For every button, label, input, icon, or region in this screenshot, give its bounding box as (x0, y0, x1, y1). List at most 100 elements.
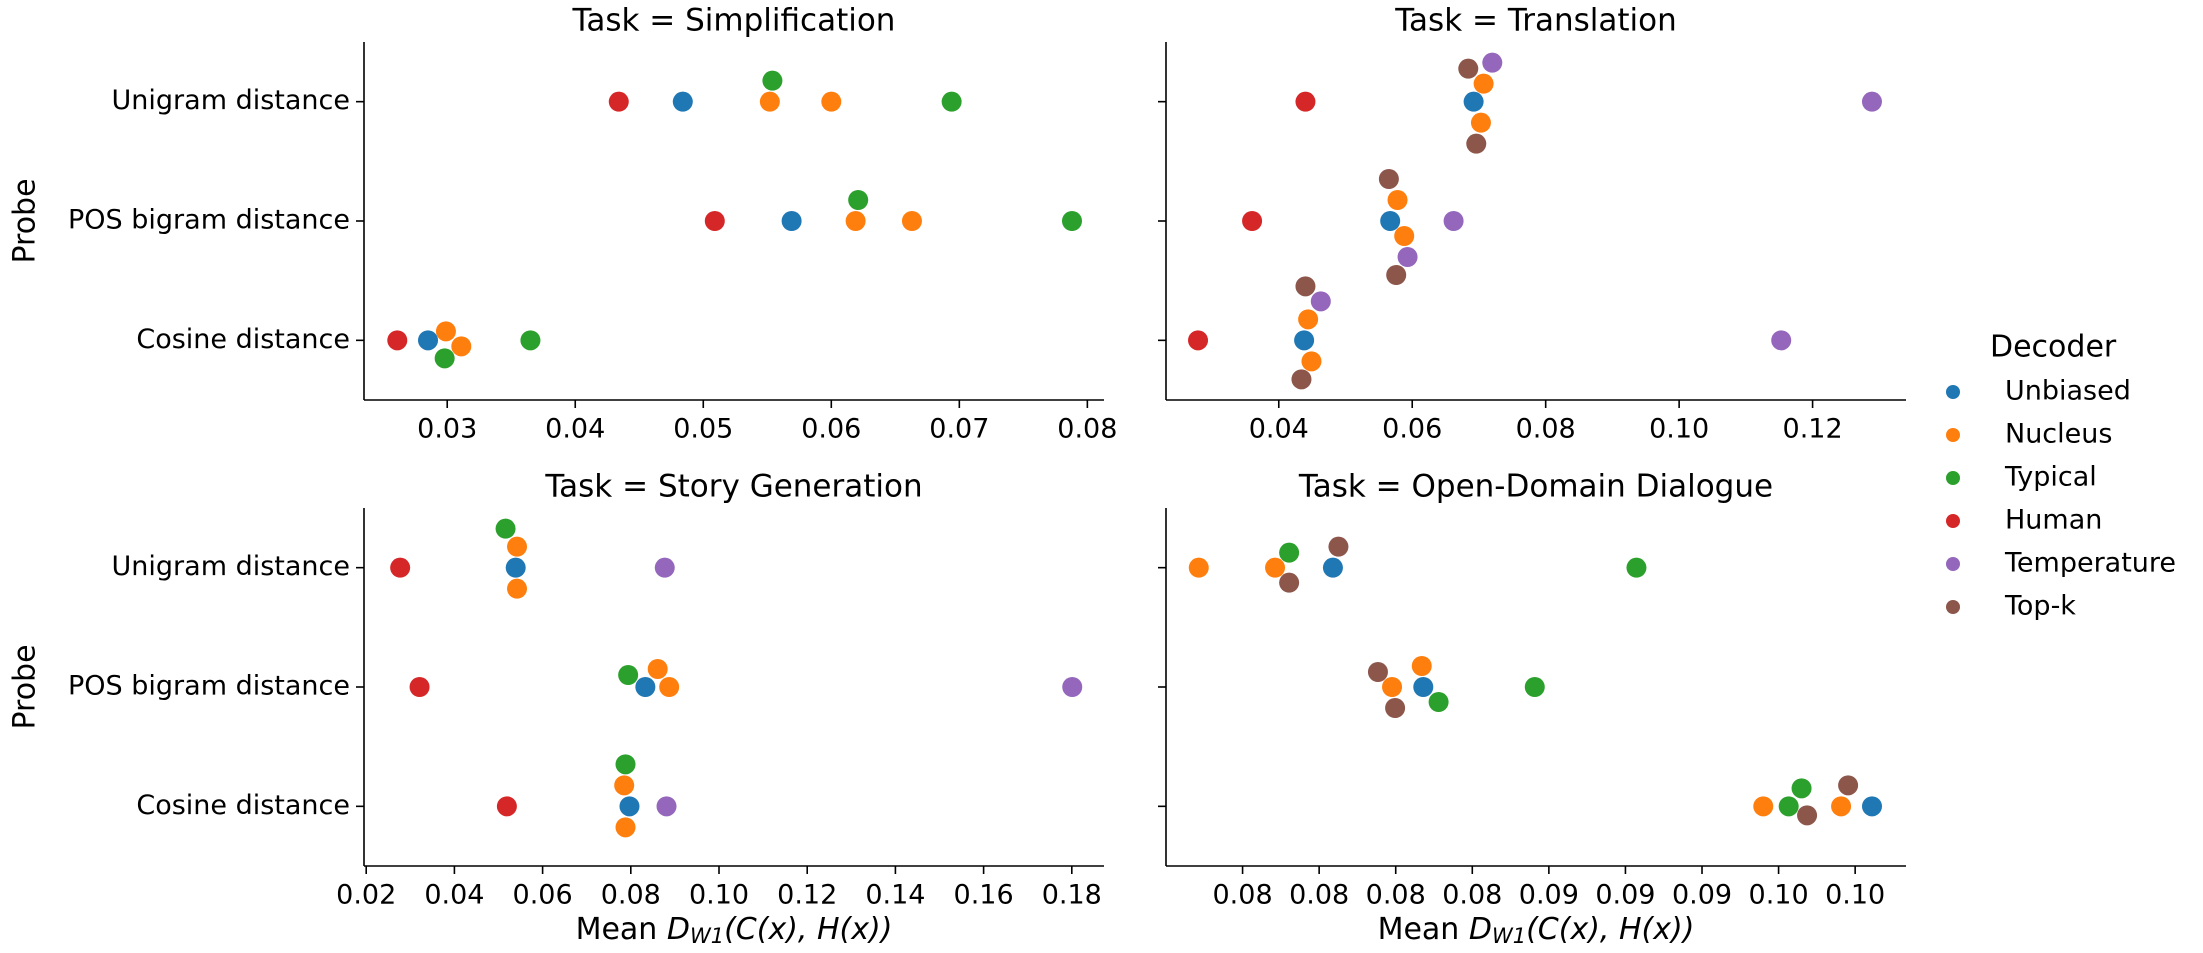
x-tick-label: 0.03 (417, 414, 477, 445)
point (1301, 351, 1322, 372)
point (1279, 572, 1300, 593)
point (1626, 557, 1647, 578)
point (496, 796, 517, 817)
point (619, 796, 640, 817)
x-tick-label: 0.08 (1516, 414, 1576, 445)
point (1466, 133, 1487, 154)
point (1061, 211, 1082, 231)
point (1385, 698, 1406, 718)
point (615, 817, 636, 838)
legend-marker (1946, 514, 1960, 528)
legend-title: Decoder (1990, 330, 2117, 365)
point (1463, 91, 1484, 112)
point (495, 518, 516, 539)
x-axis-label: Mean DW1(C(x), H(x)) (576, 912, 893, 949)
legend-label: Top-k (2004, 591, 2076, 622)
x-tick-label: 0.10 (1825, 880, 1885, 911)
point (1242, 211, 1263, 231)
panel-title: Task = Translation (1394, 3, 1677, 39)
y-tick-label: Unigram distance (112, 551, 350, 582)
point (1862, 796, 1883, 817)
point (654, 557, 675, 578)
x-tick-label: 0.08 (1442, 880, 1502, 911)
point (1291, 369, 1312, 390)
x-tick-label: 0.08 (1057, 414, 1117, 445)
point (451, 336, 472, 357)
point (1428, 692, 1449, 712)
x-tick-label: 0.04 (424, 880, 484, 911)
point (1470, 112, 1491, 133)
x-tick-label: 0.16 (954, 880, 1014, 911)
point (1062, 677, 1083, 697)
x-tick-label: 0.10 (1649, 414, 1709, 445)
point (1482, 52, 1503, 73)
x-tick-label: 0.08 (1289, 880, 1349, 911)
point (1378, 169, 1399, 189)
point (1265, 557, 1286, 578)
point (821, 91, 842, 112)
point (941, 91, 962, 112)
point (1298, 309, 1319, 330)
point (1380, 211, 1401, 231)
point (1328, 536, 1349, 557)
point (1386, 265, 1407, 285)
legend-label: Temperature (2004, 548, 2176, 579)
point (1411, 656, 1432, 676)
x-tick-label: 0.06 (1382, 414, 1442, 445)
y-axis-label: Probe (8, 644, 43, 729)
point (1458, 58, 1479, 79)
point (656, 796, 677, 817)
x-tick-label: 0.12 (1783, 414, 1843, 445)
legend-marker (1946, 428, 1960, 442)
point (418, 330, 439, 351)
panel-title: Task = Open-Domain Dialogue (1298, 469, 1773, 505)
point (1394, 226, 1415, 246)
x-tick-label: 0.08 (1366, 880, 1426, 911)
point (1771, 330, 1792, 351)
point (672, 91, 693, 112)
x-tick-label: 0.08 (1213, 880, 1273, 911)
y-tick-label: Cosine distance (136, 324, 350, 355)
point (608, 91, 629, 112)
point (618, 665, 639, 685)
point (390, 557, 411, 578)
point (759, 91, 780, 112)
point (845, 211, 866, 231)
point (1295, 91, 1316, 112)
point (1791, 778, 1812, 799)
legend-label: Human (2005, 505, 2102, 536)
point (434, 348, 455, 369)
point (781, 211, 802, 231)
x-tick-label: 0.02 (336, 880, 396, 911)
point (1797, 805, 1818, 826)
point (615, 754, 636, 775)
legend-marker (1946, 600, 1960, 614)
x-tick-label: 0.06 (801, 414, 861, 445)
point (647, 659, 668, 679)
point (435, 321, 456, 342)
point (1831, 796, 1852, 817)
x-tick-label: 0.06 (513, 880, 573, 911)
x-tick-label: 0.18 (1042, 880, 1102, 911)
point (1295, 276, 1316, 297)
point (635, 677, 656, 697)
x-tick-label: 0.07 (929, 414, 989, 445)
point (762, 70, 783, 91)
panel-title: Task = Story Generation (544, 469, 922, 505)
legend-marker (1946, 557, 1960, 571)
x-tick-label: 0.04 (1249, 414, 1309, 445)
point (614, 775, 635, 796)
x-tick-label: 0.05 (673, 414, 733, 445)
panel-title: Task = Simplification (572, 3, 896, 39)
point (659, 677, 680, 697)
point (1188, 330, 1209, 351)
legend-label: Nucleus (2005, 419, 2112, 450)
point (507, 578, 528, 599)
point (520, 330, 541, 351)
legend-marker (1946, 385, 1960, 399)
x-tick-label: 0.04 (545, 414, 605, 445)
point (1294, 330, 1315, 351)
point (1310, 291, 1331, 312)
x-tick-label: 0.10 (1749, 880, 1809, 911)
